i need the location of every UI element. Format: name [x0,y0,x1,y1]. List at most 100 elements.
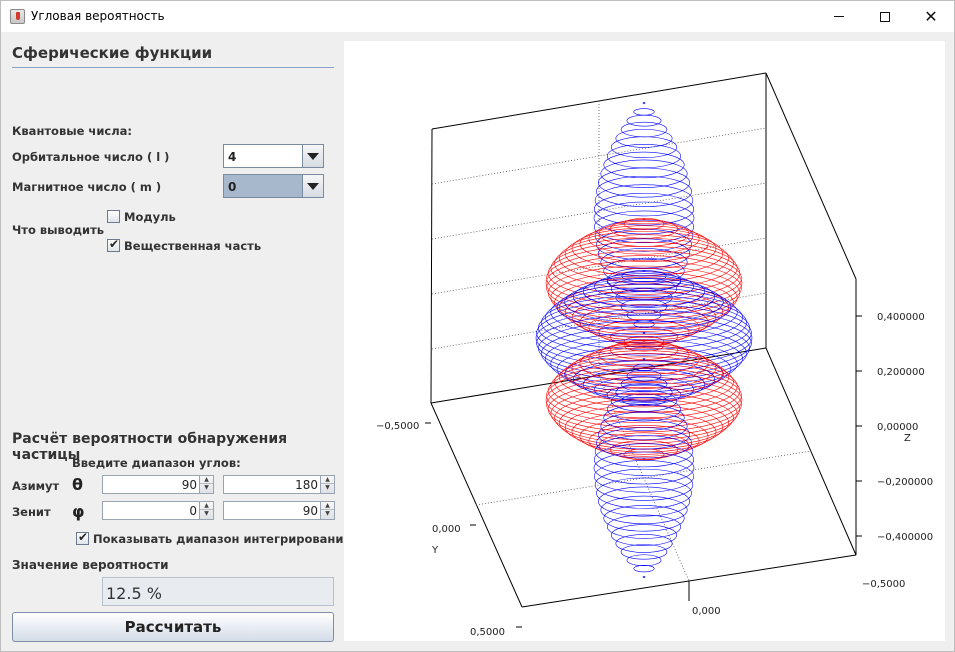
calculate-button[interactable]: Рассчитать [12,612,334,642]
azimuth-from-spinner[interactable]: 90 ▲ ▼ [102,475,214,494]
phi-symbol: φ [72,502,85,521]
lobe-ring [588,222,700,255]
lobe-ring [554,392,734,444]
lobe-ring [594,468,694,501]
lobe-ring [545,255,743,311]
lobe-ring [600,495,688,525]
lobe-ring [615,383,673,402]
lobe-ring [642,457,646,461]
check-icon: ✔ [109,237,120,251]
maximize-button[interactable] [862,1,908,32]
chevron-down-icon [307,182,319,190]
lobe-ring [598,238,690,269]
real-part-label: Вещественная часть [124,239,262,253]
magnetic-number-select[interactable]: 0 [223,174,324,198]
lobe-ring [626,554,662,567]
spin-down-icon[interactable]: ▼ [204,510,209,517]
azimuth-to-spinner[interactable]: 180 ▲ ▼ [223,475,335,494]
minimize-button[interactable] [816,1,862,32]
spin-down-icon[interactable]: ▼ [204,484,209,491]
z-tick-label: 0,200000 [877,367,925,378]
lobe-ring [598,319,690,346]
lobe-ring [582,275,706,308]
lobe-ring [598,167,690,198]
lobe-ring [546,367,742,424]
zenith-from-spinner[interactable]: 0 ▲ ▼ [102,501,214,520]
lobe-ring [579,418,709,455]
real-part-checkbox[interactable]: ✔ [107,237,120,252]
lobe-ring [623,339,665,352]
controls-panel: Сферические функции Квантовые числа: Орб… [1,32,351,652]
theta-symbol: θ [72,475,83,494]
modulus-label: Модуль [124,210,176,224]
show-range-checkbox[interactable]: ✔ [76,530,89,545]
lobe-ring [545,332,743,385]
lobe-ring [621,270,667,283]
lobe-ring [550,271,738,325]
spin-up-icon[interactable]: ▲ [200,476,213,484]
probability-value-label: Значение вероятности [12,558,169,572]
lobe-ring [615,534,673,553]
lobe-ring [547,363,741,419]
spin-up-icon[interactable]: ▲ [321,476,334,484]
lobe-ring [536,314,752,372]
magnetic-number-value: 0 [228,180,237,194]
spin-down-icon[interactable]: ▼ [325,484,330,491]
spinner-buttons: ▲ ▼ [320,502,334,519]
x-tick-label: 0,000 [692,606,721,617]
lobe-ring [642,101,646,105]
close-icon: ✕ [924,6,938,26]
lobe-ring [571,347,717,389]
lobe-ring [541,295,747,350]
lobe-ring [546,376,742,433]
lobe-ring [610,136,678,159]
lobe-ring [538,320,750,377]
z-axis-label: Z [904,433,911,444]
lobe-ring [593,201,695,235]
lobe-ring [554,356,734,408]
lobe-ring [606,397,682,422]
lobe-ring [594,273,694,300]
spin-down-icon[interactable]: ▼ [325,510,330,517]
lobe-ring [626,369,662,382]
check-icon: ✔ [78,530,89,544]
magnetic-dropdown-button[interactable] [302,175,323,197]
lobe-ring [642,575,646,579]
lobe-ring [546,250,742,306]
lobe-ring [610,440,678,460]
lobe-ring [564,280,724,323]
plot-canvas[interactable]: 0,400000 0,200000 0,00000 Z −0,200000 −0… [344,41,945,641]
zenith-label: Зенит [12,505,51,519]
close-button[interactable]: ✕ [908,1,954,32]
lobe-ring [593,210,695,244]
y-tick-label: 0,000 [432,524,461,535]
spin-up-icon[interactable]: ▲ [200,502,213,510]
quantum-numbers-label: Квантовые числа: [12,124,132,138]
azimuth-to-value: 180 [295,478,318,492]
probability-heading: Расчёт вероятности обнаружения частицы [12,431,288,463]
lobe-ring [593,192,695,226]
lobe-ring [600,411,688,441]
lobe-ring [593,451,695,485]
lobe-ring [579,225,709,262]
lobe-ring [596,427,692,459]
lobe-ring [623,218,665,230]
y-tick-label: 0,5000 [470,627,505,638]
x-tick-label: −0,5000 [862,579,905,590]
lobe-ring [620,544,668,560]
modulus-checkbox[interactable] [107,210,120,223]
lobe-ring [594,184,694,217]
orbital-number-value: 4 [228,150,237,164]
zenith-to-spinner[interactable]: 90 ▲ ▼ [223,501,335,520]
spherical-harmonic-surface [535,101,753,579]
lobe-ring [571,296,717,338]
lobe-ring [564,350,724,396]
orbital-dropdown-button[interactable] [302,145,323,167]
lobe-ring [603,505,685,532]
lobe-ring [633,108,655,116]
title-bar: Угловая вероятность ✕ [1,1,954,32]
orbital-number-select[interactable]: 4 [223,144,324,168]
spin-up-icon[interactable]: ▲ [321,502,334,510]
lobe-ring [547,381,741,437]
